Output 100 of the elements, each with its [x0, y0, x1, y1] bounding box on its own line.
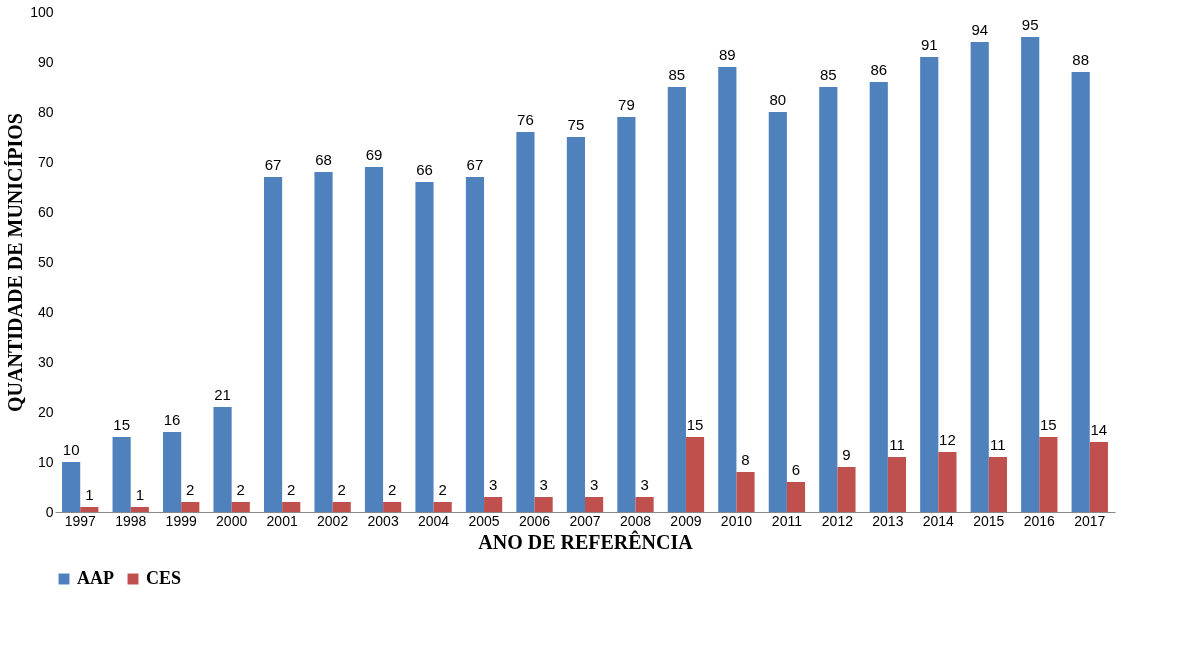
data-label: 2	[236, 481, 245, 498]
x-tick-label: 2007	[569, 512, 601, 529]
data-label: 16	[163, 411, 181, 428]
y-tick-label: 100	[30, 3, 54, 20]
bar	[484, 497, 503, 512]
x-tick-label: 2003	[367, 512, 399, 529]
data-label: 8	[741, 451, 750, 468]
x-tick-label: 2005	[468, 512, 500, 529]
y-tick-label: 0	[45, 503, 54, 520]
x-tick-label: 2013	[872, 512, 904, 529]
bar	[1021, 37, 1040, 512]
data-label: 75	[567, 116, 585, 133]
bar	[62, 462, 81, 512]
bar	[736, 472, 755, 512]
bar	[819, 87, 838, 512]
legend-label: CES	[146, 568, 182, 588]
data-label: 85	[819, 66, 837, 83]
x-tick-label: 2009	[670, 512, 702, 529]
bar	[534, 497, 553, 512]
data-label: 6	[791, 461, 801, 478]
data-label: 15	[686, 416, 704, 433]
bar	[837, 467, 856, 512]
y-tick-label: 20	[37, 403, 54, 420]
data-label: 2	[337, 481, 346, 498]
x-tick-label: 2014	[922, 512, 955, 529]
data-label: 2	[438, 481, 447, 498]
y-tick-label: 60	[37, 203, 54, 220]
x-tick-label: 1998	[115, 512, 147, 529]
x-tick-label: 2000	[216, 512, 248, 529]
bar	[1089, 442, 1108, 512]
data-label: 3	[589, 476, 599, 493]
data-label: 3	[640, 476, 649, 493]
data-label: 67	[466, 156, 484, 173]
bar	[1071, 72, 1090, 512]
y-tick-label: 50	[37, 253, 54, 270]
data-label: 88	[1072, 51, 1090, 68]
data-label: 2	[186, 481, 195, 498]
data-label: 89	[719, 46, 736, 63]
bar	[988, 457, 1007, 512]
bar	[768, 112, 787, 512]
bar	[566, 137, 585, 512]
data-label: 94	[971, 21, 989, 38]
data-label: 69	[365, 146, 383, 163]
x-tick-label: 1997	[64, 512, 97, 529]
x-tick-label: 2001	[266, 512, 298, 529]
data-label: 67	[264, 156, 282, 173]
y-axis-title: QUANTIDADE DE MUNICÍPIOS	[4, 113, 27, 412]
x-tick-label: 2004	[417, 512, 450, 529]
bar	[415, 182, 434, 512]
y-tick-label: 10	[37, 453, 54, 470]
bar	[263, 177, 283, 512]
data-label: 66	[416, 161, 433, 178]
bar	[465, 177, 485, 512]
bar	[80, 507, 99, 512]
data-label: 14	[1090, 421, 1108, 438]
bar	[130, 507, 149, 512]
data-label: 9	[842, 446, 851, 463]
data-label: 2	[388, 481, 397, 498]
bar	[332, 502, 351, 512]
x-tick-label: 2010	[720, 512, 753, 529]
data-label: 11	[990, 436, 1006, 453]
bar	[786, 482, 806, 512]
x-tick-label: 2011	[771, 512, 803, 529]
bar	[364, 167, 384, 512]
bar	[685, 437, 705, 512]
y-tick-label: 80	[37, 103, 54, 120]
bar	[1039, 437, 1058, 512]
x-tick-label: 2017	[1074, 512, 1106, 529]
data-label: 15	[1040, 416, 1057, 433]
bar	[667, 87, 686, 512]
data-label: 12	[939, 431, 956, 448]
bar	[383, 502, 402, 512]
bar	[938, 452, 957, 512]
bar	[433, 502, 452, 512]
bar	[112, 437, 131, 512]
legend-label: AAP	[77, 568, 114, 588]
bar	[887, 457, 907, 512]
bar	[617, 117, 636, 512]
data-label: 76	[517, 111, 534, 128]
bar	[585, 497, 604, 512]
data-label: 85	[668, 66, 686, 83]
x-tick-label: 2015	[973, 512, 1005, 529]
x-tick-label: 2012	[821, 512, 854, 529]
data-label: 1	[135, 486, 144, 503]
data-label: 95	[1021, 16, 1039, 33]
bar	[635, 497, 654, 512]
bar	[869, 82, 888, 512]
y-tick-label: 40	[37, 303, 54, 320]
bar	[282, 502, 301, 512]
data-label: 2	[287, 481, 296, 498]
x-tick-label: 2006	[518, 512, 551, 529]
data-label: 79	[618, 96, 635, 113]
bar	[718, 67, 737, 512]
x-tick-label: 2008	[619, 512, 652, 529]
data-label: 11	[889, 436, 905, 453]
x-tick-label: 2002	[317, 512, 349, 529]
data-label: 21	[214, 386, 231, 403]
bar	[920, 57, 939, 512]
x-tick-label: 2016	[1023, 512, 1056, 529]
y-tick-label: 30	[37, 353, 54, 370]
